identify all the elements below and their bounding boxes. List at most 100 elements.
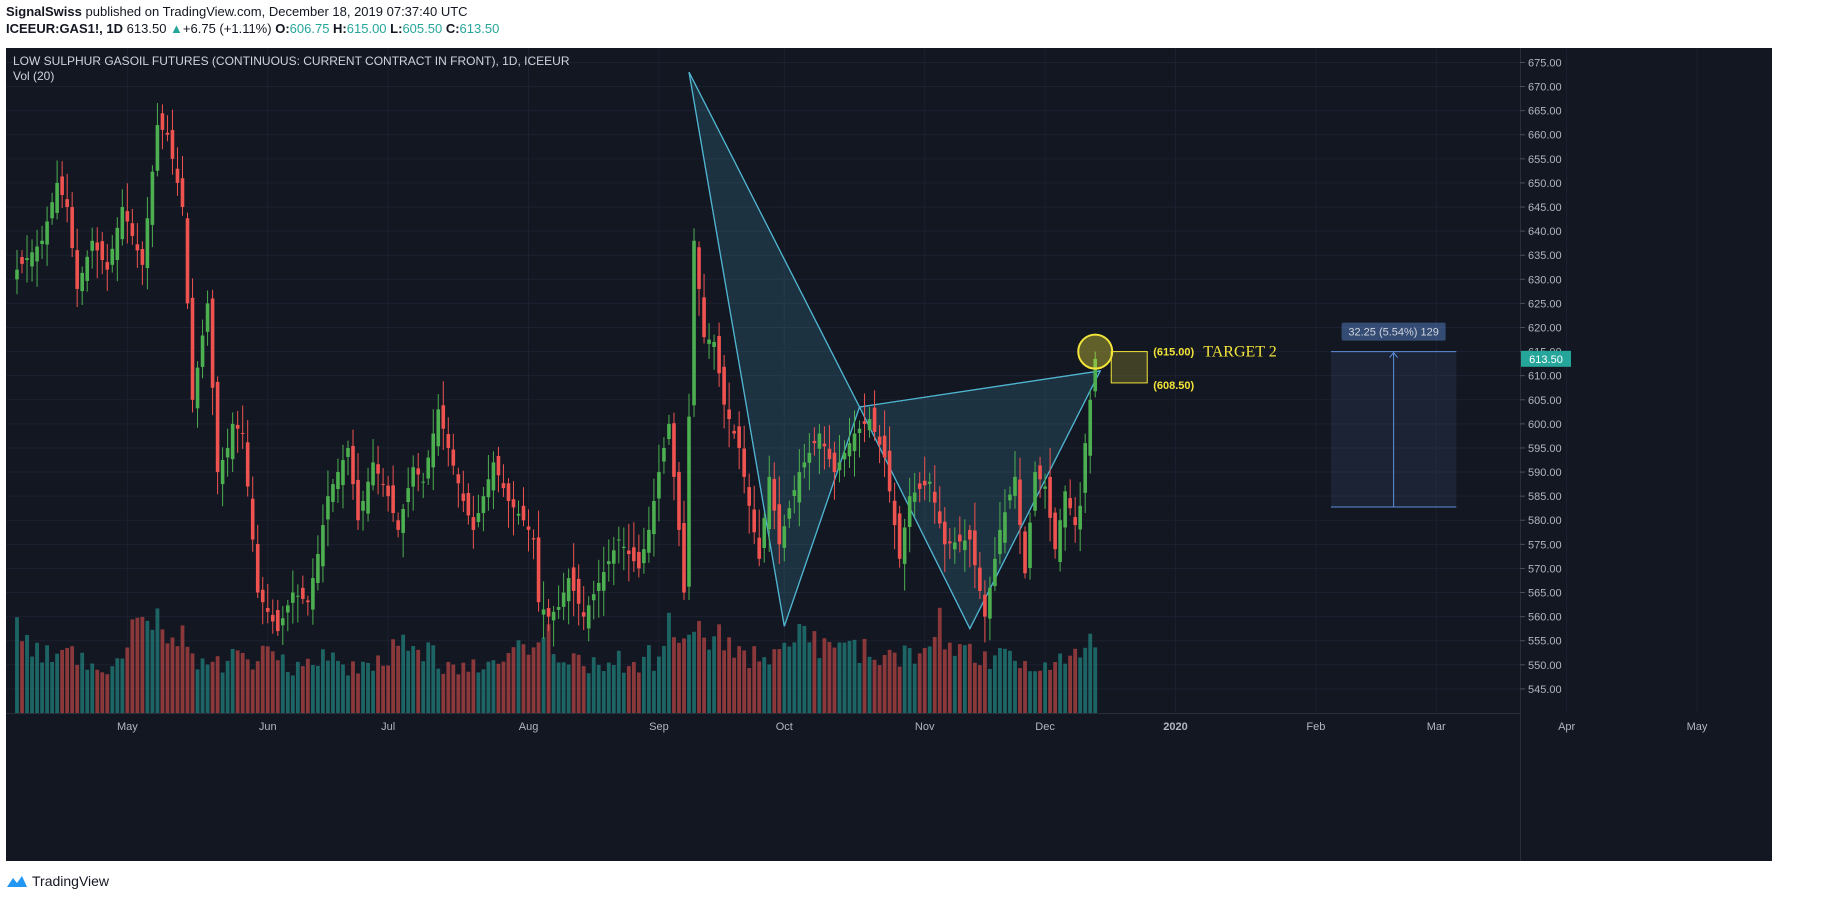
- volume-bar: [1008, 650, 1012, 713]
- volume-bar: [1073, 648, 1078, 713]
- target-zone[interactable]: [1110, 351, 1148, 384]
- volume-bar: [411, 646, 416, 713]
- volume-bar: [105, 674, 110, 713]
- target-circle[interactable]: [1077, 333, 1114, 370]
- candle-body: [1078, 505, 1082, 530]
- low-label: L:: [390, 21, 403, 36]
- candle-body: [190, 297, 195, 400]
- volume-bar: [170, 637, 175, 713]
- volume-bar: [556, 662, 561, 713]
- volume-bar: [591, 657, 596, 713]
- candle-body: [346, 447, 350, 457]
- harmonic-pattern-triangle: [688, 71, 861, 627]
- y-axis-tick-label: 675.00: [1528, 57, 1562, 69]
- harmonic-pattern-leg: [688, 71, 861, 408]
- volume-bar: [90, 663, 95, 713]
- candle-body: [767, 476, 772, 530]
- candle-body: [672, 423, 676, 477]
- author-name[interactable]: SignalSwiss: [6, 4, 82, 19]
- candle-body: [265, 608, 270, 612]
- candle-body: [1018, 479, 1022, 526]
- candle-body: [250, 498, 255, 540]
- candle-body: [867, 419, 872, 431]
- candle-body: [556, 606, 561, 610]
- volume-bar: [822, 638, 827, 713]
- volume-bar: [967, 643, 972, 713]
- volume-bar: [331, 652, 335, 713]
- y-axis-tick-label: 580.00: [1528, 515, 1562, 527]
- volume-bar: [862, 638, 867, 713]
- volume-bar: [491, 660, 496, 713]
- volume-bar: [45, 645, 49, 713]
- candle-body: [230, 423, 235, 460]
- volume-bar: [70, 646, 75, 713]
- candle-body: [882, 435, 887, 458]
- candle-body: [50, 202, 54, 219]
- volume-bar: [732, 657, 737, 713]
- chart-panel[interactable]: (615.00) (608.50) TARGET 2 32.25 (5.54%) 12…: [6, 48, 1772, 861]
- price-chart[interactable]: (615.00) (608.50) TARGET 2 32.25 (5.54%) 12…: [6, 48, 1772, 861]
- y-axis-tick-label: 650.00: [1528, 178, 1562, 190]
- candle-body: [130, 223, 135, 236]
- low-value: 605.50: [402, 21, 443, 36]
- candle-body: [1033, 472, 1037, 511]
- volume-bar: [912, 663, 917, 713]
- candle-body: [431, 433, 436, 468]
- volume-bar: [636, 672, 641, 713]
- volume-bar: [255, 661, 260, 713]
- candle-body: [120, 207, 125, 240]
- volume-bar: [175, 646, 180, 713]
- candle-body: [95, 242, 100, 251]
- candle-body: [932, 491, 937, 503]
- volume-bar: [927, 646, 932, 713]
- candle-body: [451, 449, 456, 466]
- candle-body: [802, 462, 807, 468]
- candle-body: [321, 525, 325, 567]
- candle-body: [80, 272, 84, 292]
- candle-body: [652, 500, 656, 535]
- candle-body: [953, 542, 957, 550]
- candle-body: [657, 472, 661, 499]
- volume-bar: [807, 642, 812, 713]
- candle-body: [381, 483, 385, 485]
- candle-body: [336, 472, 340, 490]
- candle-body: [591, 594, 596, 601]
- volume-bar: [85, 669, 90, 713]
- x-axis-tick-label: Apr: [1558, 721, 1575, 733]
- volume-bar: [295, 661, 300, 713]
- candle-body: [536, 537, 541, 603]
- volume-bar: [531, 647, 536, 713]
- volume-bar: [566, 664, 571, 713]
- volume-bar: [1083, 647, 1088, 713]
- volume-bar: [882, 654, 887, 713]
- volume-bar: [215, 656, 220, 713]
- volume-bar: [75, 664, 80, 713]
- volume-bar: [95, 669, 100, 713]
- volume-indicator-label[interactable]: Vol (20): [13, 69, 54, 83]
- volume-bar: [541, 637, 546, 713]
- candle-body: [491, 462, 496, 491]
- candle-body: [662, 447, 666, 462]
- candle-body: [296, 595, 300, 597]
- volume-bar: [867, 656, 872, 713]
- candle-body: [682, 523, 686, 593]
- candle-body: [852, 433, 857, 452]
- volume-bar: [481, 669, 486, 713]
- volume-bar: [842, 642, 847, 713]
- tradingview-brand[interactable]: TradingView: [32, 873, 110, 889]
- candle-body: [737, 426, 741, 448]
- current-price-badge: [1521, 350, 1571, 367]
- volume-bar: [777, 649, 782, 713]
- volume-bar: [100, 672, 105, 713]
- candle-body: [396, 520, 400, 530]
- close-value: 613.50: [459, 21, 500, 36]
- volume-bar: [30, 656, 34, 713]
- candle-body: [25, 258, 29, 261]
- volume-bar: [336, 660, 340, 713]
- candle-body: [155, 125, 160, 171]
- candle-body: [421, 481, 426, 483]
- candle-body: [110, 248, 115, 265]
- candle-body: [978, 567, 982, 591]
- candle-body: [637, 552, 641, 569]
- candle-body: [617, 539, 621, 541]
